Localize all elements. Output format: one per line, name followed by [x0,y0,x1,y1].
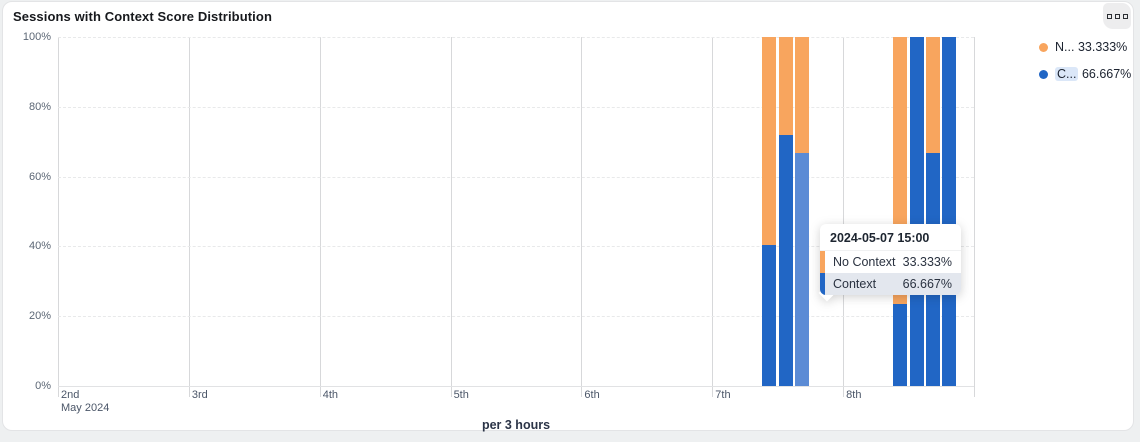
legend-dot-icon [1039,69,1048,79]
x-gridline [712,37,714,397]
chart-options-icon [1114,13,1120,19]
y-gridline [58,176,974,178]
y-axis-tick-label: 100% [22,31,51,43]
legend-label: C... [1055,67,1079,81]
tooltip-header: 2024-05-07 15:00 [820,224,961,251]
chart-tooltip: 2024-05-07 15:00 No Context 33.333% Cont… [818,224,961,302]
chart-bar[interactable] [795,37,810,386]
x-gridline [581,37,583,397]
y-axis-tick-label: 80% [28,100,51,113]
y-gridline [58,106,974,108]
x-gridline [974,37,975,397]
tooltip-color-strip [820,251,825,273]
legend-item-no-context[interactable]: N... 33.333% [1039,37,1131,57]
chart-options-icon [1106,13,1112,19]
bar-segment-no-context [778,37,793,135]
bar-segment-no-context [925,37,940,154]
chart-options-icon [1122,13,1128,19]
x-axis-tick-label: 5th [453,389,469,401]
legend-label: N... [1055,40,1075,54]
y-gridline [58,246,974,248]
y-gridline [58,386,974,387]
chart-bar[interactable] [942,37,957,386]
tooltip-row-value: 66.667% [902,277,952,291]
bar-segment-context [795,153,810,386]
y-gridline [58,316,974,318]
x-gridline [58,37,59,397]
chart-bar[interactable] [762,37,777,386]
legend-value: 66.667% [1081,67,1132,81]
bar-segment-no-context [795,37,810,154]
bar-segment-context [942,37,957,386]
chart-bar[interactable] [909,37,924,386]
bar-segment-no-context [762,37,777,245]
chart-options-button[interactable] [1103,3,1131,29]
x-axis-tick-label: 8th [846,389,862,401]
chart-bar[interactable] [893,37,908,386]
tooltip-row-no-context: No Context 33.333% [820,251,961,273]
x-axis-title: per 3 hours [481,418,551,432]
x-axis-tick-label: 2nd May 2024 [61,389,110,414]
chart-legend: N... 33.333% C... 66.667% [1039,37,1131,91]
chart-bar[interactable] [925,37,940,386]
tooltip-row-value: 33.333% [902,255,952,269]
y-axis-tick-label: 0% [35,380,51,392]
y-axis-tick-label: 40% [28,240,51,253]
x-gridline [319,37,321,397]
tooltip-color-strip [820,273,825,295]
tooltip-row-label: No Context [833,255,896,269]
x-gridline [843,37,845,397]
x-axis-tick-label: 7th [715,389,731,401]
bar-segment-context [909,37,924,386]
x-axis-tick-label: 3rd [191,389,208,401]
x-gridline [188,37,190,397]
bar-segment-context [762,244,777,386]
page-title: Sessions with Context Score Distribution [13,9,272,24]
tooltip-row-context: Context 66.667% [820,273,961,295]
legend-item-context[interactable]: C... 66.667% [1039,64,1131,84]
x-axis-tick-label: 6th [584,389,600,401]
legend-value: 33.333% [1077,40,1128,54]
y-axis-tick-label: 20% [28,310,51,323]
y-axis-tick-label: 60% [28,170,51,183]
bar-segment-context [893,304,908,386]
x-axis-tick-label: 4th [322,389,338,401]
x-axis-month-label: May 2024 [61,402,110,414]
tooltip-row-label: Context [833,277,877,291]
chart-card: Sessions with Context Score Distribution… [2,1,1134,432]
bar-segment-context [778,134,793,386]
chart-bar[interactable] [778,37,793,386]
y-gridline [58,37,974,38]
plot-area: 0% 20% 40% 60% 80% 100% 2nd May 2024 3rd 4th 5th 6t… [3,2,1133,430]
x-gridline [450,37,452,397]
legend-dot-icon [1039,42,1048,52]
